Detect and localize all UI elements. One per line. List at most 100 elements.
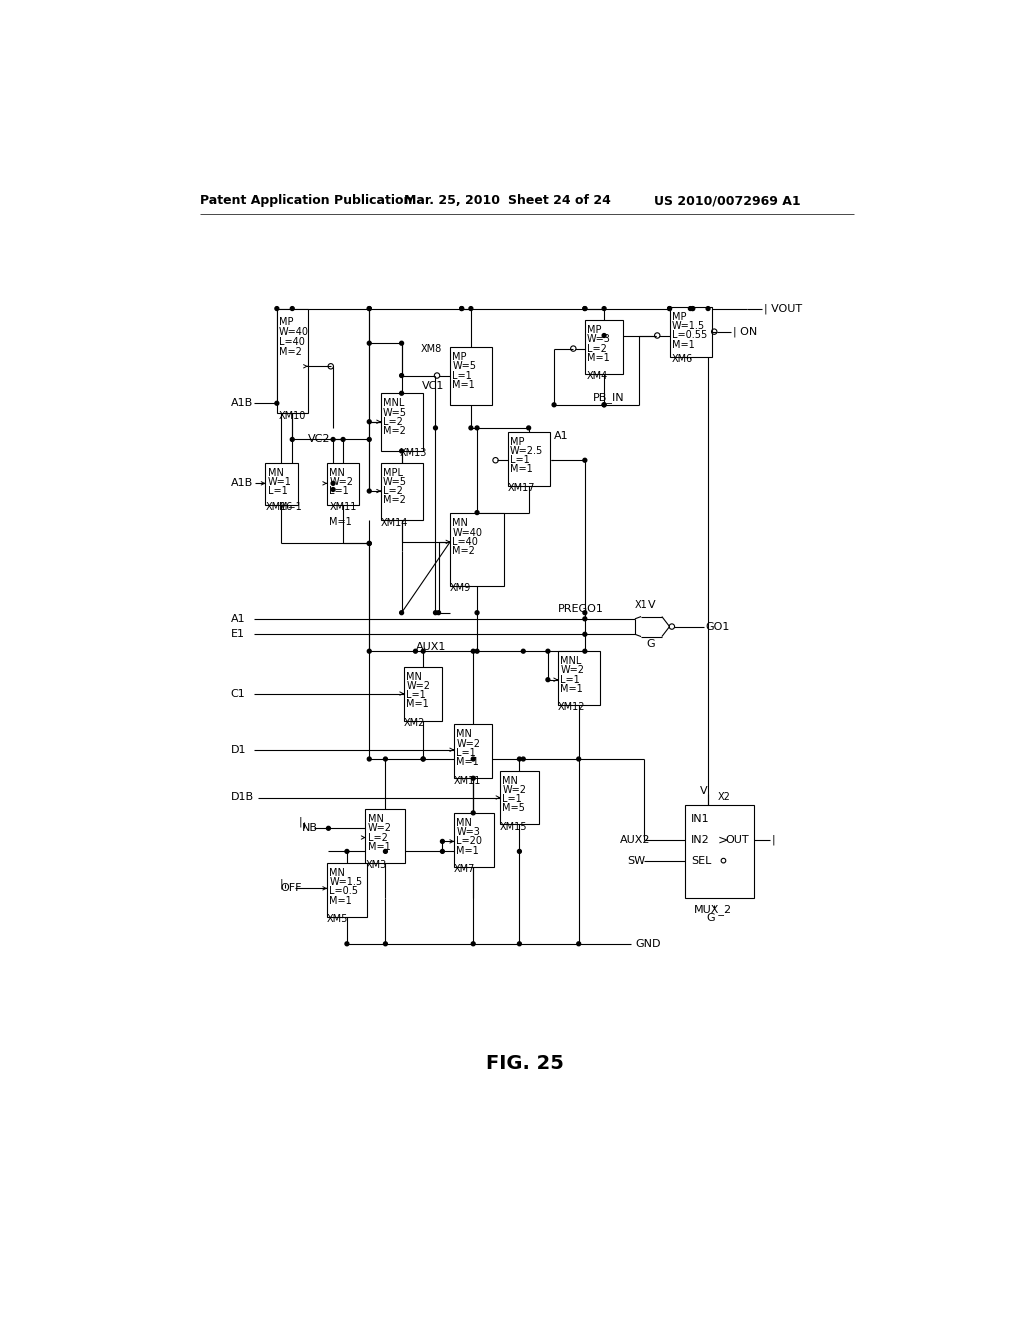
Text: XM11: XM11 [330,502,356,512]
Bar [327,863,367,917]
Text: M=2: M=2 [280,347,302,358]
Text: Mar. 25, 2010: Mar. 25, 2010 [403,194,500,207]
Circle shape [368,541,371,545]
Text: M=5: M=5 [503,804,525,813]
Circle shape [368,306,371,310]
Circle shape [517,850,521,853]
Circle shape [475,511,479,515]
Text: SEL: SEL [691,855,712,866]
Bar [500,771,539,825]
Text: L=1: L=1 [560,675,580,685]
Circle shape [460,306,464,310]
Text: M=1: M=1 [453,380,475,389]
Bar [558,651,600,705]
Circle shape [577,758,581,760]
Circle shape [433,611,437,615]
Text: W=2: W=2 [407,681,430,690]
Text: GO1: GO1 [706,622,730,631]
Text: VC2: VC2 [307,434,330,445]
Circle shape [368,437,371,441]
Text: A1: A1 [230,614,246,624]
Text: W=1.5: W=1.5 [672,321,705,331]
Circle shape [345,850,349,853]
Bar [276,309,307,412]
Circle shape [436,611,440,615]
Text: M=1: M=1 [672,339,694,350]
Circle shape [421,758,425,760]
Text: MN: MN [330,869,345,878]
Text: XM2: XM2 [403,718,425,727]
Text: L=20: L=20 [457,837,482,846]
Bar [508,432,550,486]
Circle shape [546,649,550,653]
Circle shape [471,758,475,760]
Text: W=2: W=2 [457,739,480,748]
Text: MN: MN [267,467,284,478]
Circle shape [471,810,475,814]
Text: MUX_2: MUX_2 [694,904,732,915]
Text: W=5: W=5 [383,477,408,487]
Circle shape [368,490,371,492]
Circle shape [583,458,587,462]
Text: C1: C1 [230,689,246,698]
Text: IN2: IN2 [691,834,710,845]
Text: W=5: W=5 [453,362,476,371]
Circle shape [583,306,587,310]
Circle shape [368,342,371,345]
Text: MNL: MNL [383,399,404,408]
Text: A1B: A1B [230,478,253,488]
Bar [454,725,493,779]
Text: V: V [648,601,655,610]
Text: W=2: W=2 [368,824,392,833]
Circle shape [368,541,371,545]
Circle shape [546,677,550,681]
Circle shape [583,616,587,620]
Bar [265,462,298,506]
Text: L=0.55: L=0.55 [672,330,708,341]
Text: L=1: L=1 [510,455,530,465]
Circle shape [274,306,279,310]
Bar [685,805,755,898]
Text: XM8: XM8 [421,345,442,354]
Text: MPL: MPL [383,467,403,478]
Text: XM14: XM14 [381,519,409,528]
Text: XM17: XM17 [508,483,536,492]
Circle shape [668,306,672,310]
Text: MN: MN [368,814,384,824]
Circle shape [471,942,475,945]
Text: | ON: | ON [733,326,757,337]
Text: XM6: XM6 [672,354,693,364]
Text: X1: X1 [635,601,647,610]
Circle shape [691,306,694,310]
Text: MP: MP [510,437,524,446]
Circle shape [471,776,475,780]
Bar [451,512,504,586]
Circle shape [521,758,525,760]
Circle shape [707,306,710,310]
Circle shape [521,649,525,653]
Circle shape [517,758,521,760]
Text: MNL: MNL [560,656,582,667]
Text: M=1: M=1 [457,846,479,855]
Text: W=2: W=2 [330,477,353,487]
Text: D1: D1 [230,744,246,755]
Text: M=2: M=2 [383,495,406,506]
Bar [451,347,493,405]
Text: W=3: W=3 [587,334,611,345]
Circle shape [291,306,294,310]
Text: G: G [646,639,655,649]
Text: MP: MP [453,352,467,362]
Text: W=1.5: W=1.5 [330,878,362,887]
Text: L=1: L=1 [457,748,476,758]
Text: XM3: XM3 [366,861,387,870]
Text: MP: MP [672,312,686,322]
Circle shape [421,758,425,760]
Text: >: > [717,833,728,846]
Text: L=2: L=2 [587,343,607,354]
Text: XM13: XM13 [400,449,427,458]
Bar [454,813,494,867]
Text: Patent Application Publication: Patent Application Publication [200,194,413,207]
Text: A1: A1 [554,430,568,441]
Text: XM4: XM4 [587,371,608,381]
Circle shape [577,942,581,945]
